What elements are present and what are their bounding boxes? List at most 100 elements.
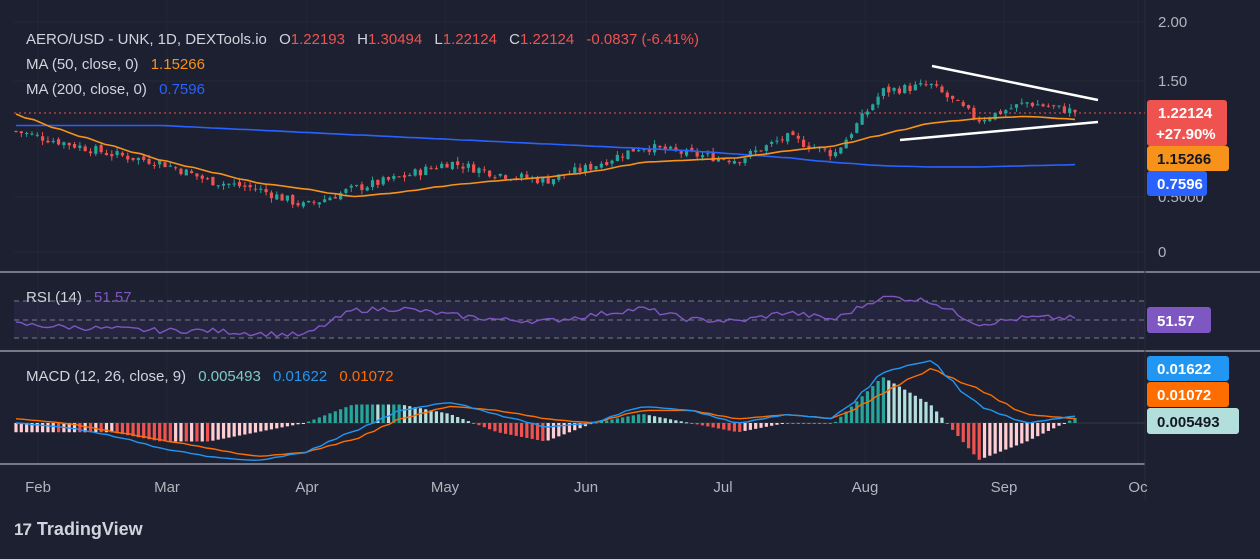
candle-body	[370, 180, 375, 187]
macd-hist-bar	[376, 404, 380, 423]
candle-body	[706, 153, 710, 155]
candle-body	[647, 148, 651, 152]
macd-hist-bar	[126, 423, 130, 436]
macd-hist-bar	[1073, 417, 1077, 423]
macd-hist-bar	[525, 423, 529, 438]
macd-hist-bar	[966, 423, 971, 449]
candle-body	[296, 203, 300, 206]
macd-hist-bar	[1009, 423, 1013, 448]
candle-body	[243, 185, 247, 187]
macd-hist-bar	[871, 386, 875, 423]
macd-hist-bar	[200, 423, 204, 442]
y-tick-label: 0	[1158, 244, 1166, 261]
macd-hist-bar	[860, 396, 864, 423]
candle-body	[237, 181, 242, 187]
macd-hist-bar	[333, 411, 337, 423]
candle-body	[1068, 108, 1072, 113]
signal-badge[interactable]: 0.01072	[1147, 382, 1229, 407]
macd-hist-bar	[237, 423, 242, 436]
hist-badge[interactable]: 0.005493	[1147, 408, 1239, 434]
macd-hist-bar	[370, 404, 375, 423]
candle-body	[551, 179, 556, 185]
ma50-badge-value: 1.15266	[1157, 151, 1211, 168]
candle-body	[621, 156, 625, 158]
macd-hist-bar	[993, 423, 997, 454]
macd-hist-bar	[743, 423, 747, 431]
candle-body	[354, 185, 359, 187]
candle-body	[727, 160, 731, 163]
macd-hist-bar	[1041, 423, 1045, 434]
macd-hist-bar	[136, 423, 140, 438]
candle-body	[392, 175, 396, 179]
ma50-value: 1.15266	[151, 56, 205, 73]
candle-body	[418, 169, 423, 176]
rsi-badge[interactable]: 51.57	[1147, 307, 1211, 333]
candle-body	[456, 161, 460, 165]
macd-hist-bar	[759, 423, 763, 428]
macd-hist-bar	[903, 389, 907, 423]
macd-hist-bar	[179, 423, 183, 442]
macd-hist-bar	[365, 404, 369, 423]
lower-trendline[interactable]	[899, 120, 1099, 142]
price-badge[interactable]: 1.22124 +27.90%	[1147, 100, 1227, 146]
macd-hist-bar	[104, 423, 109, 433]
candle-body	[1062, 106, 1066, 113]
legend-rsi[interactable]: RSI (14) 51.57	[26, 289, 132, 306]
macd-badge[interactable]: 0.01622	[1147, 356, 1229, 381]
candle-body	[557, 174, 561, 180]
macd-hist-bar	[445, 413, 449, 423]
candle-body	[493, 177, 497, 179]
x-tick-label: Feb	[25, 479, 51, 496]
macd-hist-bar	[275, 423, 279, 429]
tradingview-brand[interactable]: 17 TradingView	[14, 519, 143, 540]
candle-body	[67, 142, 71, 146]
upper-trendline[interactable]	[931, 64, 1099, 102]
macd-line	[15, 359, 1076, 461]
macd-hist-bar	[259, 423, 263, 432]
candle-body	[1041, 104, 1045, 107]
candle-body	[131, 157, 135, 160]
macd-hist-bar	[168, 423, 172, 442]
candle-body	[754, 150, 758, 153]
macd-hist-bar	[248, 423, 252, 434]
legend-ma50[interactable]: MA (50, close, 0) 1.15266	[26, 56, 205, 73]
macd-hist-bar	[812, 423, 816, 424]
candle-body	[982, 120, 987, 122]
candle-body	[440, 163, 444, 169]
legend-macd[interactable]: MACD (12, 26, close, 9) 0.005493 0.01622…	[26, 368, 394, 385]
macd-hist-bar	[748, 423, 752, 430]
macd-hist-bar	[142, 423, 146, 439]
candle-body	[195, 173, 199, 177]
candle-body	[839, 147, 843, 154]
candle-body	[935, 84, 939, 86]
macd-hist-bar	[727, 423, 731, 431]
candle-body	[860, 113, 864, 125]
macd-hist-bar	[913, 395, 917, 423]
candle-body	[62, 142, 66, 146]
macd-hist-bar	[243, 423, 247, 435]
macd-hist-bar	[461, 419, 465, 423]
macd-hist-bar	[594, 422, 598, 424]
candle-body	[163, 162, 167, 168]
macd-hist-bar	[360, 404, 364, 423]
candle-body	[998, 111, 1003, 115]
candle-body	[360, 184, 364, 190]
candle-body	[732, 161, 737, 164]
candle-body	[583, 164, 588, 173]
candle-body	[152, 165, 156, 167]
ma200-badge[interactable]: 0.7596	[1147, 171, 1207, 196]
candle-body	[876, 96, 880, 105]
candle-body	[674, 147, 678, 151]
tradingview-logo-icon: 17	[14, 519, 32, 539]
macd-hist-bar	[1057, 423, 1061, 426]
macd-hist-bar	[679, 421, 683, 423]
candle-body	[865, 111, 870, 115]
macd-hist-bar	[339, 409, 343, 423]
candle-body	[429, 167, 433, 169]
candle-body	[892, 87, 896, 91]
candle-body	[897, 88, 901, 94]
ma50-badge[interactable]: 1.15266	[1147, 146, 1229, 171]
legend-ma200[interactable]: MA (200, close, 0) 0.7596	[26, 81, 205, 98]
macd-hist-bar	[227, 423, 231, 438]
